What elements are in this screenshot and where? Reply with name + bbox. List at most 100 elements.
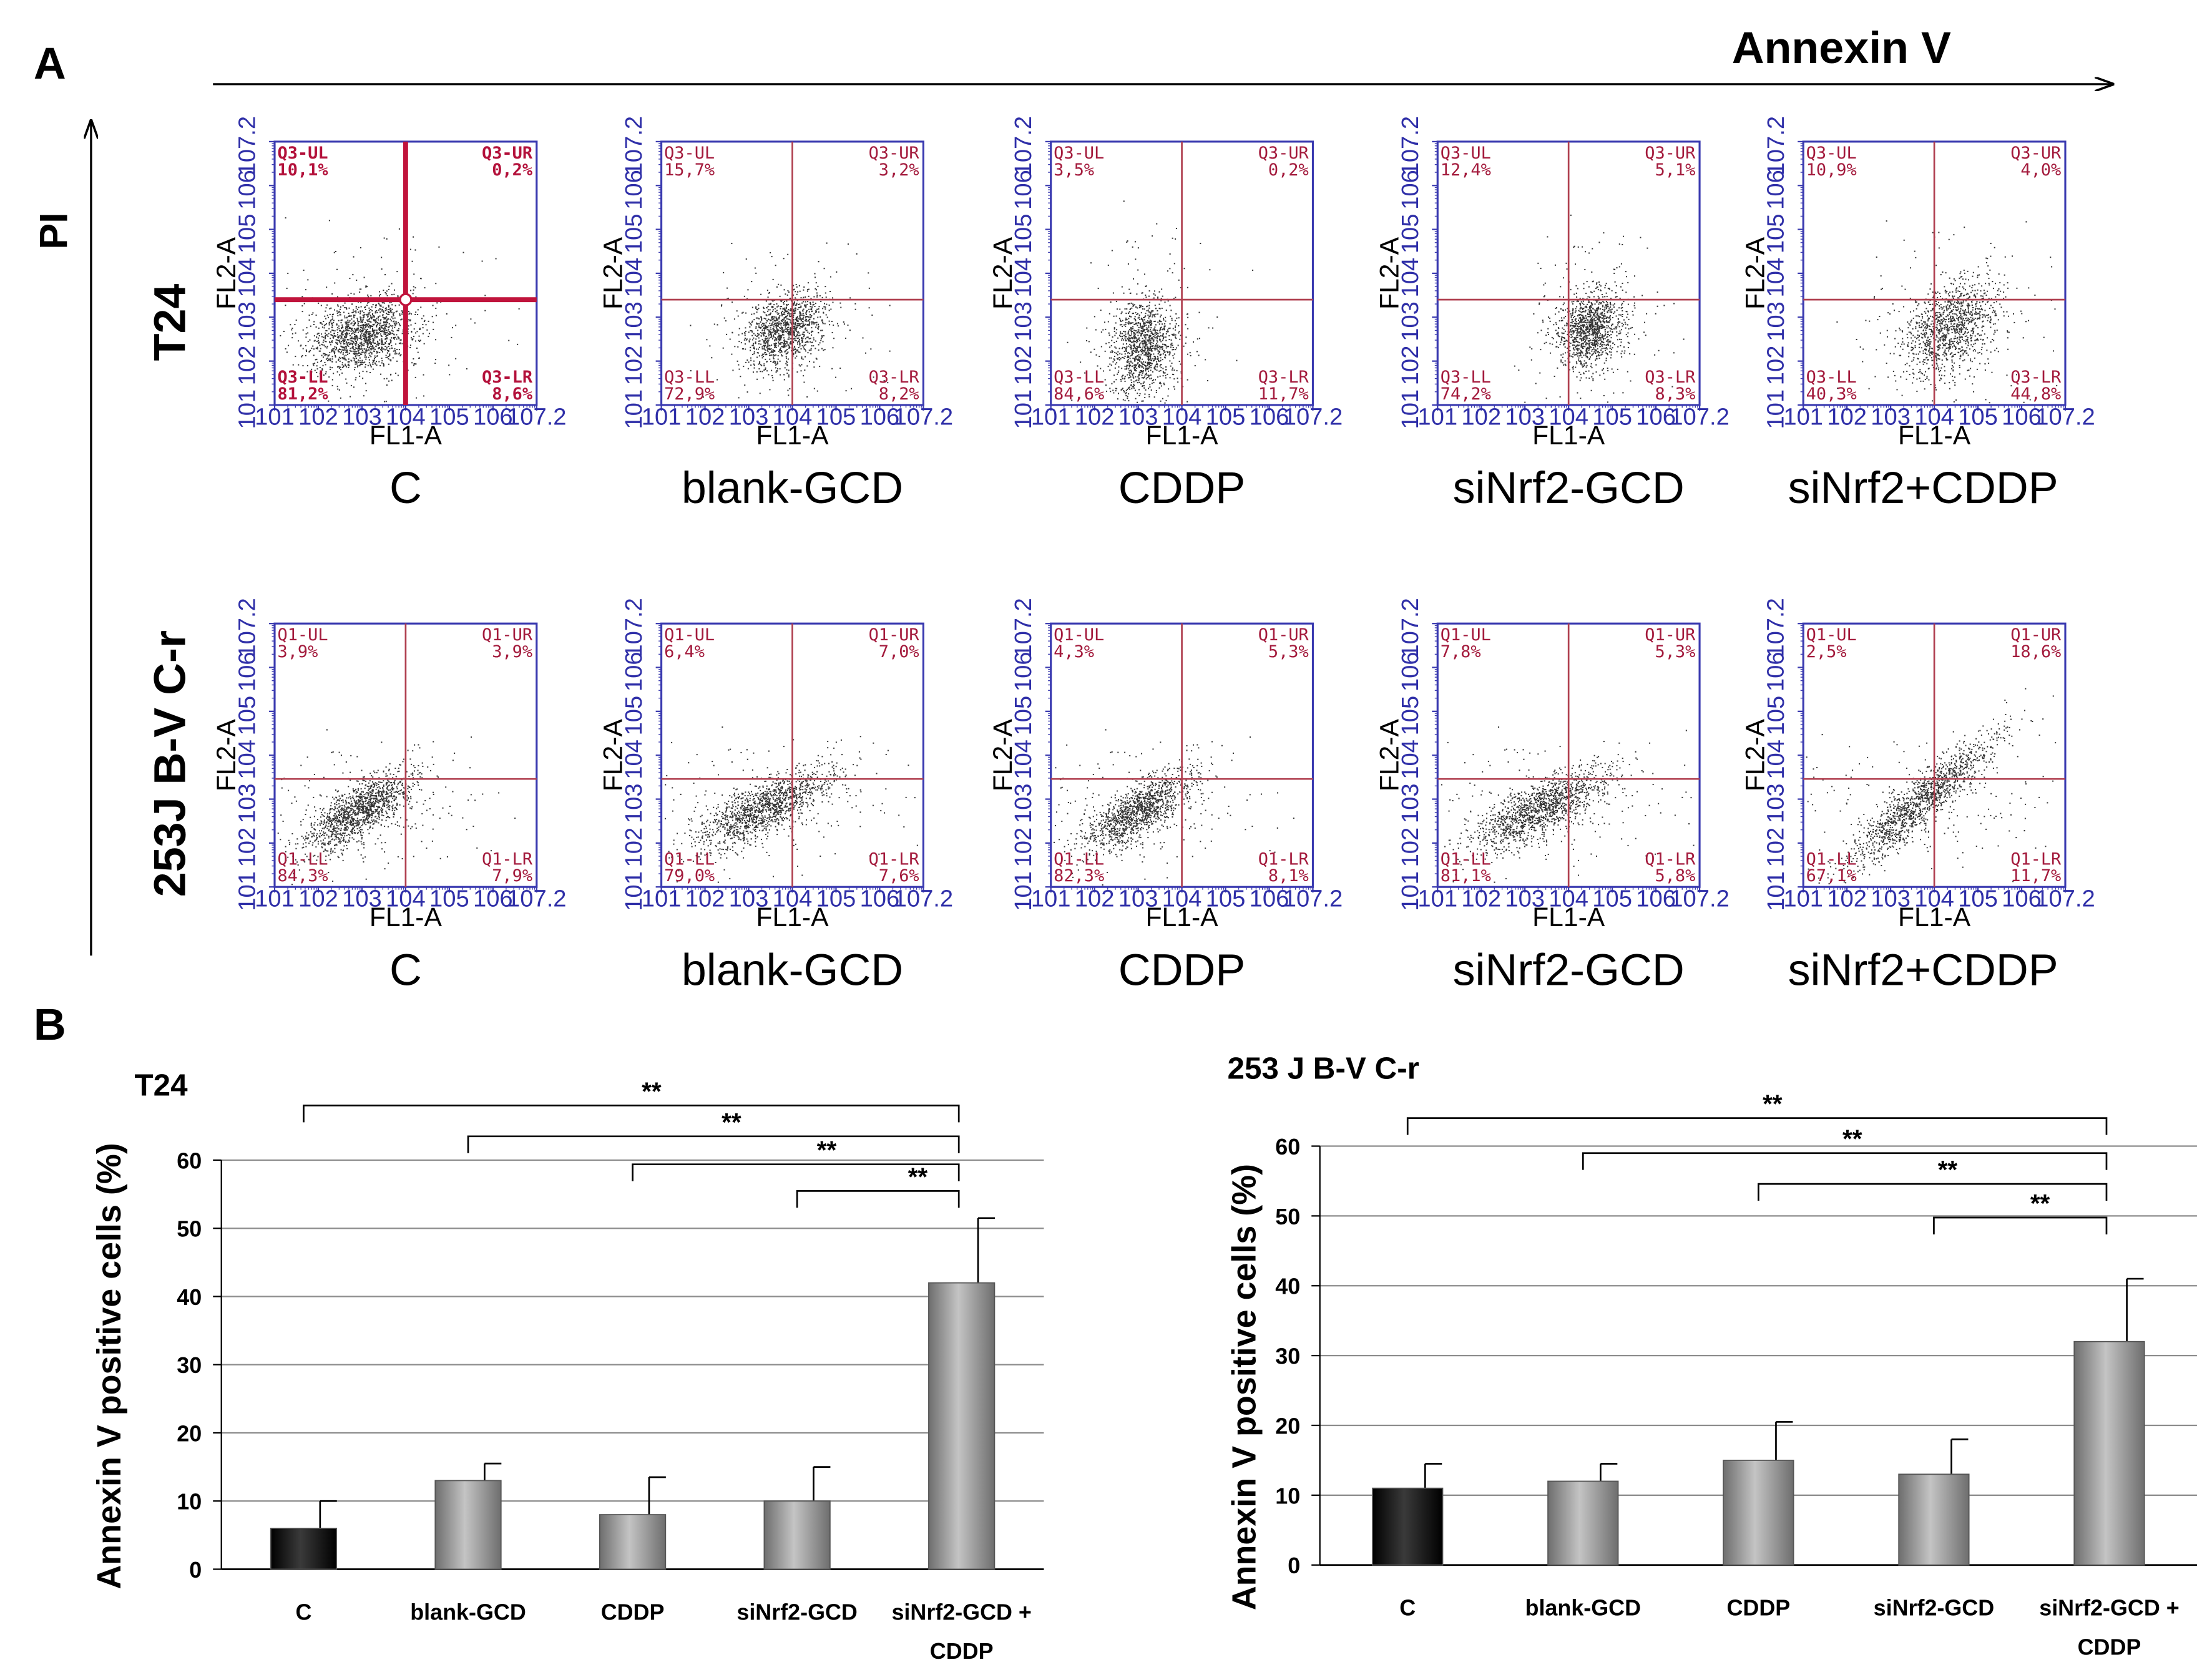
quadrant-ul-name: Q1-UL [1441,625,1491,645]
quadrant-ul-name: Q3-UL [664,144,715,163]
y-tick-label: 101 [234,871,261,911]
significance-mark: ** [1938,1155,1958,1184]
y-tick-label: 107.2 [620,598,647,657]
dot-plot: 101101102102103103104104105105106106107.… [988,116,1343,513]
bar [270,1528,338,1570]
y-tick-label: 60 [1275,1134,1300,1160]
x-tick-label: 103 [342,886,382,912]
x-tick-label: 103 [729,403,769,430]
y-tick-label: 107.2 [620,116,647,175]
x-tick-label: 103 [1871,403,1911,430]
y-tick-label: 107.2 [1763,598,1789,657]
category-label: CDDP [2078,1634,2141,1659]
group-label: blank-GCD [682,945,903,995]
significance-mark: ** [722,1108,741,1136]
bar-chart: 253 J B-V C-r 0 10 20 30 40 50 60 Annexin V posi… [1225,1052,2197,1659]
x-tick-label: 102 [685,403,725,430]
x-tick-label: 103 [1118,886,1158,912]
y-tick-label: 102 [1010,346,1037,386]
significance-mark: ** [1842,1125,1862,1153]
y-tick-label: 104 [1397,740,1424,779]
quadrant-ur-value: 0,2% [492,160,533,180]
significance-mark: ** [908,1162,928,1191]
x-tick-label: 106 [2002,886,2042,912]
x-tick-label: 104 [773,886,813,912]
bar-chart: T24 0 10 20 30 40 50 60 Annexin V positive cells… [91,1068,1044,1664]
y-tick-label: 107.2 [1397,598,1424,657]
x-tick-label: 106 [473,886,513,912]
x-tick-label: 107.2 [2035,403,2095,430]
bar [1898,1473,1970,1566]
quadrant-ul-name: Q1-UL [664,625,715,645]
quadrant-ur-name: Q3-UR [2010,144,2062,163]
scatter-dots [664,726,918,883]
y-tick-label: 103 [1397,301,1424,341]
y-tick-label: 40 [1275,1274,1300,1299]
significance-bracket [632,1163,960,1181]
y-tick-label: 102 [1397,346,1424,386]
group-label: siNrf2+CDDP [1788,945,2058,995]
quadrant-lr-name: Q3-LR [2010,368,2062,387]
x-tick-label: 102 [1075,403,1115,430]
y-tick-label: 105 [1010,696,1037,736]
y-tick-label: 107.2 [234,598,261,657]
quadrant-lr-value: 8,6% [492,384,533,404]
y-tick-label: 101 [1010,871,1037,911]
quadrant-lr-name: Q1-LR [482,849,533,869]
quadrant-lr-value: 5,8% [1655,866,1695,886]
panel-a-label: A [34,39,66,89]
scatter-dots [690,242,891,399]
y-tick-label: 107.2 [234,116,261,175]
quadrant-lr-name: Q1-LR [869,849,920,869]
quadrant-lr-value: 11,7% [1258,384,1309,404]
quadrant-lr-value: 7,6% [879,866,919,886]
y-tick-label: 105 [620,213,647,253]
quadrant-ur-name: Q1-UR [2010,625,2062,645]
quadrant-lr-name: Q3-LR [1258,368,1309,387]
y-tick-label: 50 [1275,1204,1300,1229]
y-tick-label: 102 [1010,828,1037,867]
quadrant-ur-name: Q1-UR [482,625,533,645]
quadrant-ul-value: 12,4% [1441,160,1491,180]
x-axis-name: FL1-A [1898,902,1971,932]
quadrant-lr-name: Q3-LR [869,368,920,387]
x-tick-label: 107.2 [507,403,566,430]
quadrant-ll-name: Q1-LL [664,849,715,869]
y-tick-label: 60 [177,1148,202,1173]
significance-bracket [467,1135,960,1153]
y-axis-name: FL2-A [988,237,1018,310]
x-tick-label: 102 [1075,886,1115,912]
x-tick-label: 104 [773,403,813,430]
group-label: CDDP [1118,463,1246,513]
category-label: CDDP [930,1638,994,1664]
scatter-points [1806,688,2057,885]
bar [434,1480,502,1570]
quadrant-ur-value: 18,6% [2010,642,2061,662]
quadrant-lr-name: Q1-LR [2010,849,2062,869]
x-tick-label: 105 [1206,886,1246,912]
y-tick-label: 106 [1397,170,1424,210]
scatter-points [1053,729,1294,886]
significance-bracket [1582,1152,2108,1170]
x-tick-label: 104 [1914,403,1954,430]
y-axis-name: FL2-A [212,719,242,792]
quadrant-lr-name: Q1-LR [1258,849,1309,869]
group-label: siNrf2+CDDP [1788,463,2058,513]
group-label: CDDP [1118,945,1246,995]
bar [1372,1487,1444,1566]
dot-plot: 101101102102103103104104105105106106107.… [1374,116,1729,513]
x-tick-label: 106 [860,403,900,430]
y-axis-name: FL2-A [1740,719,1770,792]
quadrant-ur-name: Q1-UR [1258,625,1309,645]
x-tick-label: 106 [860,886,900,912]
y-tick-label: 102 [1763,828,1789,867]
y-tick-label: 106 [1763,652,1789,691]
x-tick-label: 104 [1162,886,1202,912]
y-axis-name: FL2-A [599,719,629,792]
y-tick-label: 106 [1397,652,1424,691]
quadrant-ul-name: Q3-UL [1806,144,1857,163]
y-axis-name: FL2-A [599,237,629,310]
significance-bracket [303,1105,960,1123]
x-axis-name: FL1-A [756,421,829,451]
